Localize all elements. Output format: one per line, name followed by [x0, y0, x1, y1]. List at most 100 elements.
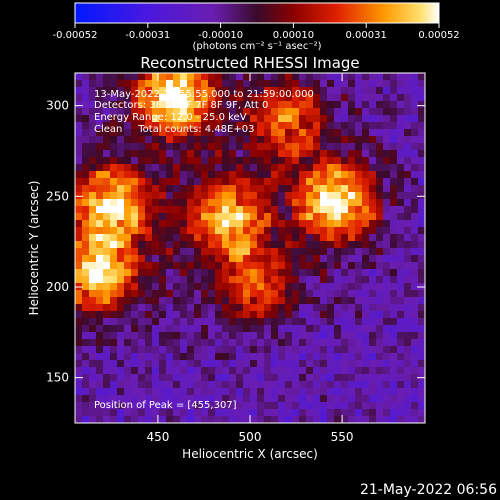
heatmap-cell: [103, 353, 111, 361]
heatmap-cell: [271, 248, 279, 256]
heatmap-cell: [187, 255, 195, 263]
heatmap-cell: [271, 269, 279, 277]
heatmap-cell: [327, 73, 335, 81]
heatmap-cell: [138, 227, 146, 235]
heatmap-cell: [145, 325, 153, 333]
heatmap-cell: [362, 367, 370, 375]
heatmap-cell: [131, 80, 139, 88]
heatmap-cell: [96, 143, 104, 151]
heatmap-cell: [299, 80, 307, 88]
heatmap-cell: [166, 290, 174, 298]
heatmap-cell: [362, 115, 370, 123]
heatmap-cell: [194, 367, 202, 375]
heatmap-cell: [124, 171, 132, 179]
heatmap-cell: [159, 164, 167, 172]
heatmap-cell: [327, 255, 335, 263]
heatmap-cell: [292, 367, 300, 375]
heatmap-cell: [250, 227, 258, 235]
heatmap-cell: [96, 290, 104, 298]
heatmap-cell: [229, 325, 237, 333]
heatmap-cell: [313, 311, 321, 319]
heatmap-cell: [124, 297, 132, 305]
heatmap-cell: [201, 402, 209, 410]
heatmap-cell: [418, 346, 425, 354]
heatmap-cell: [187, 304, 195, 312]
heatmap-cell: [320, 332, 328, 340]
heatmap-cell: [215, 199, 223, 207]
heatmap-cell: [278, 297, 286, 305]
heatmap-cell: [264, 87, 272, 95]
heatmap-cell: [138, 276, 146, 284]
heatmap-cell: [348, 255, 356, 263]
heatmap-cell: [138, 122, 146, 130]
heatmap-cell: [243, 143, 251, 151]
heatmap-cell: [362, 353, 370, 361]
heatmap-cell: [404, 395, 412, 403]
heatmap-cell: [341, 157, 349, 165]
heatmap-cell: [187, 241, 195, 249]
heatmap-cell: [236, 157, 244, 165]
heatmap-cell: [82, 262, 90, 270]
heatmap-cell: [187, 339, 195, 347]
heatmap-cell: [103, 346, 111, 354]
heatmap-cell: [292, 157, 300, 165]
heatmap-cell: [257, 402, 265, 410]
heatmap-cell: [348, 101, 356, 109]
heatmap-cell: [341, 339, 349, 347]
heatmap-cell: [82, 367, 90, 375]
heatmap-cell: [418, 269, 425, 277]
heatmap-cell: [285, 269, 293, 277]
heatmap-cell: [173, 255, 181, 263]
heatmap-cell: [355, 283, 363, 291]
heatmap-cell: [208, 213, 216, 221]
heatmap-cell: [320, 94, 328, 102]
heatmap-cell: [306, 367, 314, 375]
colorbar-units: (photons cm⁻² s⁻¹ asec⁻²): [192, 41, 321, 52]
heatmap-cell: [404, 290, 412, 298]
heatmap-cell: [271, 297, 279, 305]
heatmap-cell: [159, 199, 167, 207]
heatmap-cell: [376, 318, 384, 326]
heatmap-cell: [355, 311, 363, 319]
heatmap-cell: [201, 171, 209, 179]
heatmap-cell: [145, 374, 153, 382]
heatmap-cell: [103, 164, 111, 172]
heatmap-cell: [131, 311, 139, 319]
heatmap-cell: [131, 241, 139, 249]
heatmap-cell: [250, 101, 258, 109]
heatmap-cell: [82, 346, 90, 354]
heatmap-cell: [82, 318, 90, 326]
heatmap-cell: [285, 276, 293, 284]
heatmap-cell: [348, 290, 356, 298]
heatmap-cell: [208, 80, 216, 88]
heatmap-cell: [131, 318, 139, 326]
heatmap-cell: [348, 108, 356, 116]
heatmap-cell: [222, 115, 230, 123]
heatmap-cell: [166, 94, 174, 102]
heatmap-cell: [264, 192, 272, 200]
heatmap-cell: [117, 80, 125, 88]
heatmap-cell: [96, 297, 104, 305]
heatmap-cell: [229, 171, 237, 179]
heatmap-cell: [236, 178, 244, 186]
heatmap-cell: [278, 220, 286, 228]
heatmap-cell: [264, 199, 272, 207]
heatmap-cell: [355, 325, 363, 333]
heatmap-cell: [348, 339, 356, 347]
heatmap-cell: [152, 80, 160, 88]
heatmap-cell: [341, 80, 349, 88]
heatmap-cell: [215, 339, 223, 347]
heatmap-cell: [362, 80, 370, 88]
heatmap-cell: [320, 129, 328, 137]
heatmap-cell: [355, 143, 363, 151]
heatmap-cell: [145, 143, 153, 151]
heatmap-cell: [257, 360, 265, 368]
heatmap-cell: [355, 108, 363, 116]
heatmap-cell: [362, 402, 370, 410]
heatmap-cell: [222, 122, 230, 130]
heatmap-cell: [411, 234, 419, 242]
heatmap-cell: [110, 234, 118, 242]
heatmap-cell: [383, 269, 391, 277]
heatmap-cell: [145, 360, 153, 368]
heatmap-cell: [313, 129, 321, 137]
